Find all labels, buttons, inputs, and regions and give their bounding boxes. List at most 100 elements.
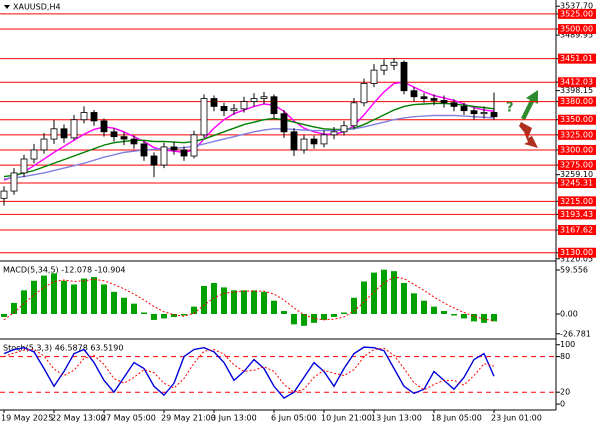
x-tick-label: 22 May 13:00	[51, 414, 106, 423]
y-tick-label: 3167.62	[560, 225, 593, 234]
candle-body	[70, 119, 78, 139]
y-tick-label: 100	[560, 340, 575, 349]
macd-bar	[151, 313, 157, 320]
indicator-line	[3, 102, 495, 178]
level-label-box	[558, 114, 596, 125]
macd-bar	[451, 313, 457, 316]
y-tick-label: 3500.00	[560, 25, 593, 34]
macd-bar	[231, 290, 237, 314]
level-label-box	[558, 178, 596, 189]
annotation: ?	[506, 101, 514, 116]
candle-body	[410, 90, 418, 98]
macd-bar	[381, 269, 387, 314]
y-tick-label: 3380.00	[560, 97, 593, 106]
y-tick-label: 0.00	[560, 309, 578, 318]
macd-bar	[391, 271, 397, 314]
indicator-line	[3, 346, 495, 400]
macd-bar	[331, 313, 337, 317]
y-tick-label: 3275.00	[560, 161, 593, 170]
candle-body	[180, 149, 188, 157]
y-tick-label: -26.781	[560, 329, 591, 338]
macd-bar	[91, 277, 97, 314]
candle-body	[310, 138, 318, 145]
level-label-box	[558, 53, 596, 64]
macd-bar	[251, 290, 257, 314]
y-tick-label: 3350.00	[560, 115, 593, 124]
level-label-box	[558, 224, 596, 235]
level-label-box	[558, 247, 596, 258]
macd-bar	[71, 284, 77, 314]
macd-bar	[351, 297, 357, 314]
candle-body	[210, 98, 218, 107]
candle-body	[430, 98, 438, 101]
macd-bar	[361, 281, 367, 314]
candle-body	[10, 172, 18, 192]
macd-bar	[401, 282, 407, 314]
macd-bar	[421, 300, 427, 314]
candle-body	[400, 61, 408, 92]
macd-bar	[321, 313, 327, 320]
indicator-line	[3, 276, 495, 322]
candle-body	[220, 106, 228, 112]
candle-body	[240, 101, 248, 110]
level-label-box	[558, 144, 596, 155]
y-tick-label: 3525.00	[560, 9, 593, 18]
x-tick-label: 23 Jun 01:00	[491, 414, 542, 423]
panel-title: MACD(5,34,5) -12.078 -10.904	[3, 266, 126, 275]
panel-title: Stoch(5,3,3) 46.5878 63.5190	[3, 344, 123, 353]
macd-bar	[291, 313, 297, 325]
level-label-box	[558, 77, 596, 88]
candle-body	[370, 69, 378, 84]
candle-body	[120, 136, 128, 140]
level-label-box	[558, 129, 596, 140]
macd-bar	[201, 285, 207, 314]
y-tick-label: 3215.00	[560, 197, 593, 206]
macd-bar	[1, 313, 7, 317]
indicator-line	[3, 81, 495, 181]
candle-body	[460, 106, 468, 112]
macd-bar	[241, 290, 247, 314]
macd-bar	[81, 278, 87, 314]
candle-body	[110, 131, 118, 138]
candle-body	[100, 120, 108, 133]
candle-body	[130, 138, 138, 145]
y-tick-label: 3325.00	[560, 130, 593, 139]
y-tick-label: 3398.15	[560, 86, 593, 95]
x-tick-label: 27 May 05:00	[101, 414, 156, 423]
candle-body	[170, 146, 178, 151]
macd-bar	[121, 297, 127, 314]
x-tick-label: 19 May 2025	[1, 414, 53, 423]
candle-body	[0, 190, 8, 199]
candle-body	[280, 113, 288, 133]
y-tick-label: 0	[560, 400, 565, 409]
macd-bar	[101, 284, 107, 314]
chart-title: XAUUSD,H4	[13, 3, 61, 12]
level-label-box	[558, 160, 596, 171]
candle-body	[330, 131, 338, 136]
y-tick-label: 3300.00	[560, 145, 593, 154]
macd-bar	[131, 303, 137, 314]
x-tick-label: 6 Jun 05:00	[271, 414, 317, 423]
candle-body	[420, 96, 428, 99]
macd-bar	[191, 306, 197, 314]
macd-bar	[21, 290, 27, 314]
candle-body	[290, 131, 298, 151]
candle-body	[380, 64, 388, 71]
y-tick-label: 3412.03	[560, 78, 593, 87]
candle-body	[40, 138, 48, 151]
candle-body	[230, 108, 238, 112]
macd-bar	[141, 312, 147, 314]
candle-body	[160, 146, 168, 166]
macd-bar	[471, 313, 477, 322]
x-tick-label: 18 Jun 05:00	[431, 414, 482, 423]
candle-body	[340, 125, 348, 133]
candle-body	[490, 112, 498, 118]
candle-body	[450, 102, 458, 107]
candle-body	[250, 98, 258, 102]
candle-body	[80, 112, 88, 121]
y-tick-label: 3120.05	[560, 254, 593, 263]
macd-bar	[301, 313, 307, 326]
macd-bar	[311, 313, 317, 323]
